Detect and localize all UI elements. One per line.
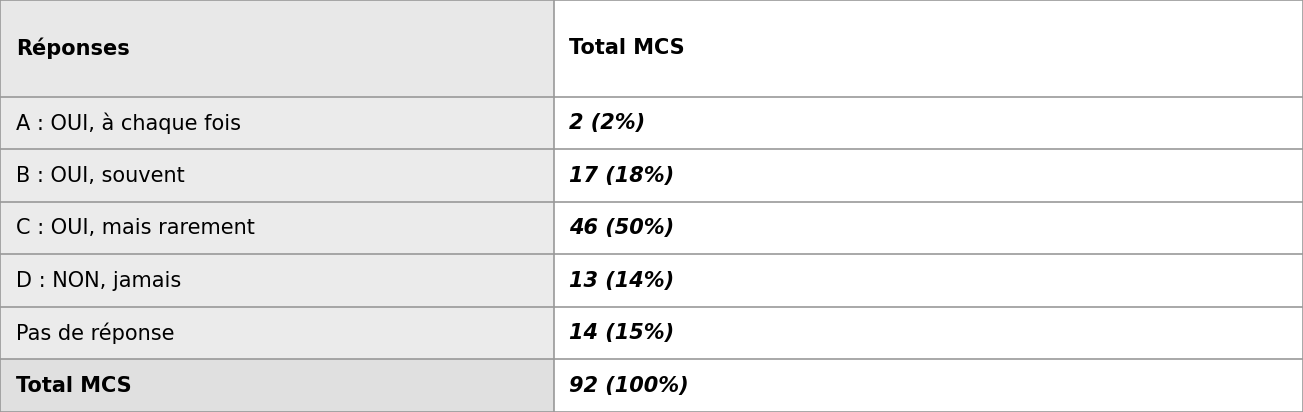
Text: 17 (18%): 17 (18%) [569,166,675,186]
Bar [554,150,1303,202]
Bar [554,0,1303,97]
Text: C : OUI, mais rarement: C : OUI, mais rarement [16,218,254,238]
Bar [554,255,1303,307]
Bar [0,97,554,150]
Text: 13 (14%): 13 (14%) [569,271,675,291]
Bar [0,307,554,359]
Text: 46 (50%): 46 (50%) [569,218,675,238]
Bar [0,359,554,412]
Text: Total MCS: Total MCS [16,376,132,396]
Bar [0,0,554,97]
Bar [554,202,1303,255]
Text: Total MCS: Total MCS [569,38,685,59]
Text: 14 (15%): 14 (15%) [569,323,675,343]
Text: A : OUI, à chaque fois: A : OUI, à chaque fois [16,112,241,134]
Text: D : NON, jamais: D : NON, jamais [16,271,181,291]
Text: B : OUI, souvent: B : OUI, souvent [16,166,185,186]
Text: 2 (2%): 2 (2%) [569,113,645,133]
Bar [0,150,554,202]
Text: Réponses: Réponses [16,37,129,59]
Bar [554,97,1303,150]
Text: Pas de réponse: Pas de réponse [16,323,175,344]
Bar [0,202,554,255]
Bar [554,359,1303,412]
Bar [554,307,1303,359]
Bar [0,255,554,307]
Text: 92 (100%): 92 (100%) [569,376,689,396]
